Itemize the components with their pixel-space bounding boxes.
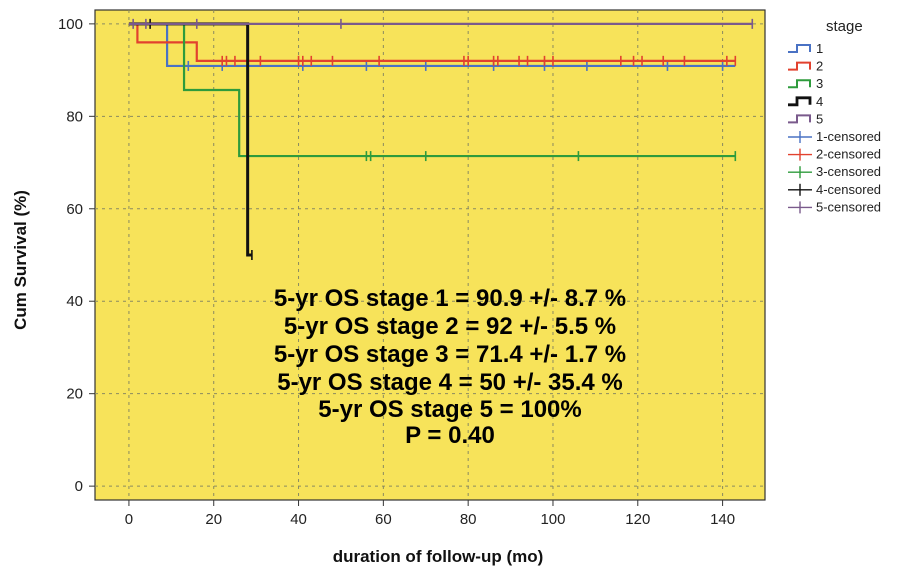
legend-label-3: 3	[816, 76, 823, 91]
annotation-line: 5-yr OS stage 3 = 71.4 +/- 1.7 %	[274, 341, 626, 368]
annotation-line: 5-yr OS stage 5 = 100%	[318, 396, 581, 423]
legend: stage 1 2 3 4 5 1-censored 2-censored 3-censore…	[788, 18, 881, 214]
x-axis-title: duration of follow-up (mo)	[333, 547, 544, 566]
legend-swatch-stage-3	[788, 79, 811, 89]
y-tick-label: 20	[66, 386, 83, 403]
legend-label-2-censored: 2-censored	[816, 147, 881, 162]
legend-label-5: 5	[816, 111, 823, 126]
x-tick-label: 80	[460, 511, 477, 528]
y-tick-label: 80	[66, 108, 83, 125]
annotation-line: 5-yr OS stage 2 = 92 +/- 5.5 %	[284, 313, 616, 340]
legend-label-4-censored: 4-censored	[816, 182, 881, 197]
x-tick-label: 140	[710, 511, 735, 528]
annotation-block: 5-yr OS stage 1 = 90.9 +/- 8.7 % 5-yr OS…	[274, 285, 626, 449]
plot-background	[94, 9, 766, 501]
legend-label-4: 4	[816, 94, 823, 109]
annotation-line: P = 0.40	[405, 422, 495, 449]
annotation-line: 5-yr OS stage 4 = 50 +/- 35.4 %	[277, 369, 623, 396]
y-tick-label: 40	[66, 293, 83, 310]
legend-label-3-censored: 3-censored	[816, 164, 881, 179]
x-tick-label: 0	[125, 511, 133, 528]
legend-title: stage	[826, 18, 863, 35]
y-tick-label: 100	[58, 16, 83, 33]
y-axis-title: Cum Survival (%)	[11, 190, 30, 330]
x-tick-label: 60	[375, 511, 392, 528]
plot-area	[94, 9, 766, 501]
legend-swatch-stage-4	[788, 96, 812, 107]
y-tick-label: 60	[66, 201, 83, 218]
x-tick-label: 40	[290, 511, 307, 528]
x-tick-label: 100	[540, 511, 565, 528]
y-tick-label: 0	[75, 478, 83, 495]
survival-curves	[128, 18, 754, 260]
legend-swatch-stage-1	[788, 44, 811, 53]
legend-label-1: 1	[816, 41, 823, 56]
legend-label-5-censored: 5-censored	[816, 199, 881, 214]
x-tick-label: 120	[625, 511, 650, 528]
grid	[95, 10, 765, 500]
axes: 0 20 40 60 80 100 120 140 0 20 40 60 80 100	[58, 16, 735, 528]
legend-label-1-censored: 1-censored	[816, 129, 881, 144]
legend-swatch-stage-5	[788, 114, 811, 124]
annotation-line: 5-yr OS stage 1 = 90.9 +/- 8.7 %	[274, 285, 626, 312]
x-tick-label: 20	[205, 511, 222, 528]
legend-label-2: 2	[816, 59, 823, 74]
legend-swatch-stage-2	[788, 61, 811, 71]
